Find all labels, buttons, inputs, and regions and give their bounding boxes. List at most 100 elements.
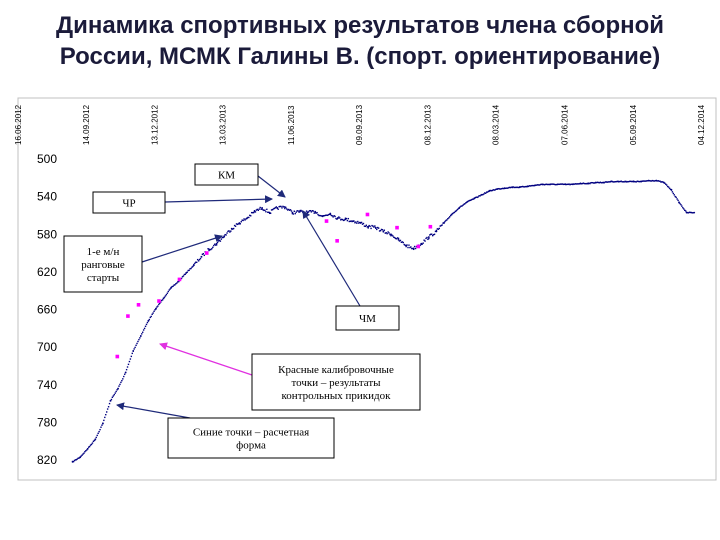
data-point xyxy=(86,449,88,451)
data-point xyxy=(295,211,297,213)
data-point xyxy=(291,212,294,215)
data-point xyxy=(633,180,636,183)
data-point xyxy=(565,183,567,186)
data-point xyxy=(372,225,374,227)
callout-text: Синие точки – расчетная xyxy=(193,427,309,439)
data-point xyxy=(148,318,151,321)
callout-text: КМ xyxy=(218,170,235,182)
data-point xyxy=(658,180,660,182)
data-point xyxy=(117,387,119,390)
data-point xyxy=(324,214,327,217)
data-point xyxy=(682,207,684,209)
data-point xyxy=(219,240,222,242)
data-point xyxy=(431,234,434,237)
data-point xyxy=(579,182,582,185)
data-point xyxy=(213,244,215,247)
data-point xyxy=(669,188,672,191)
data-point xyxy=(114,392,116,394)
data-point xyxy=(344,217,347,219)
data-point xyxy=(105,411,108,413)
calibration-point xyxy=(395,225,399,230)
data-point xyxy=(113,393,115,396)
data-point xyxy=(412,247,414,250)
data-point xyxy=(434,230,437,233)
data-point xyxy=(250,215,252,217)
data-point xyxy=(497,188,499,190)
data-point xyxy=(571,183,573,185)
data-point xyxy=(340,219,342,221)
data-point xyxy=(489,189,492,192)
data-point xyxy=(473,197,476,200)
data-point xyxy=(449,216,451,218)
data-point xyxy=(605,181,607,183)
data-point xyxy=(609,180,612,183)
data-point xyxy=(321,215,324,218)
data-point xyxy=(108,402,111,405)
data-point xyxy=(378,230,381,232)
data-point xyxy=(690,211,693,214)
data-point xyxy=(678,201,680,204)
data-point xyxy=(280,205,282,208)
data-point xyxy=(74,459,77,461)
callout-box xyxy=(335,305,400,331)
data-point xyxy=(188,269,190,272)
data-point xyxy=(380,228,383,231)
calibration-point xyxy=(157,299,161,303)
data-point xyxy=(559,183,562,185)
callout-text: форма xyxy=(236,440,266,452)
data-point xyxy=(676,198,678,200)
data-point xyxy=(163,296,166,298)
data-point xyxy=(599,181,602,183)
data-point xyxy=(182,275,185,277)
data-point xyxy=(673,194,675,196)
data-point xyxy=(248,216,250,219)
data-point xyxy=(629,180,631,183)
data-point xyxy=(574,183,576,185)
data-point xyxy=(197,260,200,262)
data-point xyxy=(305,210,308,212)
data-point xyxy=(655,179,658,182)
data-point xyxy=(299,210,301,213)
data-point xyxy=(232,227,235,230)
data-point xyxy=(557,183,560,185)
data-point xyxy=(448,217,450,219)
data-point xyxy=(468,199,471,202)
data-point xyxy=(656,180,658,182)
data-point xyxy=(354,222,356,224)
data-point xyxy=(515,186,517,189)
data-point xyxy=(270,209,273,211)
data-point xyxy=(297,210,299,212)
data-point xyxy=(393,236,395,238)
data-point xyxy=(539,183,542,186)
data-point xyxy=(189,268,191,270)
data-point xyxy=(368,224,370,227)
data-point xyxy=(536,184,538,186)
data-point xyxy=(431,233,433,235)
y-tick-label: 740 xyxy=(37,378,57,392)
data-point xyxy=(551,183,553,185)
data-point xyxy=(174,284,176,286)
data-point xyxy=(474,196,476,199)
data-point xyxy=(423,239,425,241)
data-point xyxy=(521,185,524,188)
data-point xyxy=(152,312,154,314)
series-layer xyxy=(71,179,696,463)
data-point xyxy=(513,186,515,189)
data-point xyxy=(146,321,149,324)
data-point xyxy=(404,244,406,246)
data-point xyxy=(83,452,85,454)
data-point xyxy=(510,186,512,188)
data-point xyxy=(562,183,565,186)
data-point xyxy=(227,230,229,233)
data-point xyxy=(105,413,107,416)
data-point xyxy=(488,190,491,192)
data-point xyxy=(310,211,313,213)
data-point xyxy=(578,183,581,185)
data-point xyxy=(588,182,590,184)
data-point xyxy=(340,218,343,221)
data-point xyxy=(389,233,391,236)
data-point xyxy=(624,180,626,183)
callout-text: ЧМ xyxy=(359,313,376,325)
data-point xyxy=(429,234,431,236)
